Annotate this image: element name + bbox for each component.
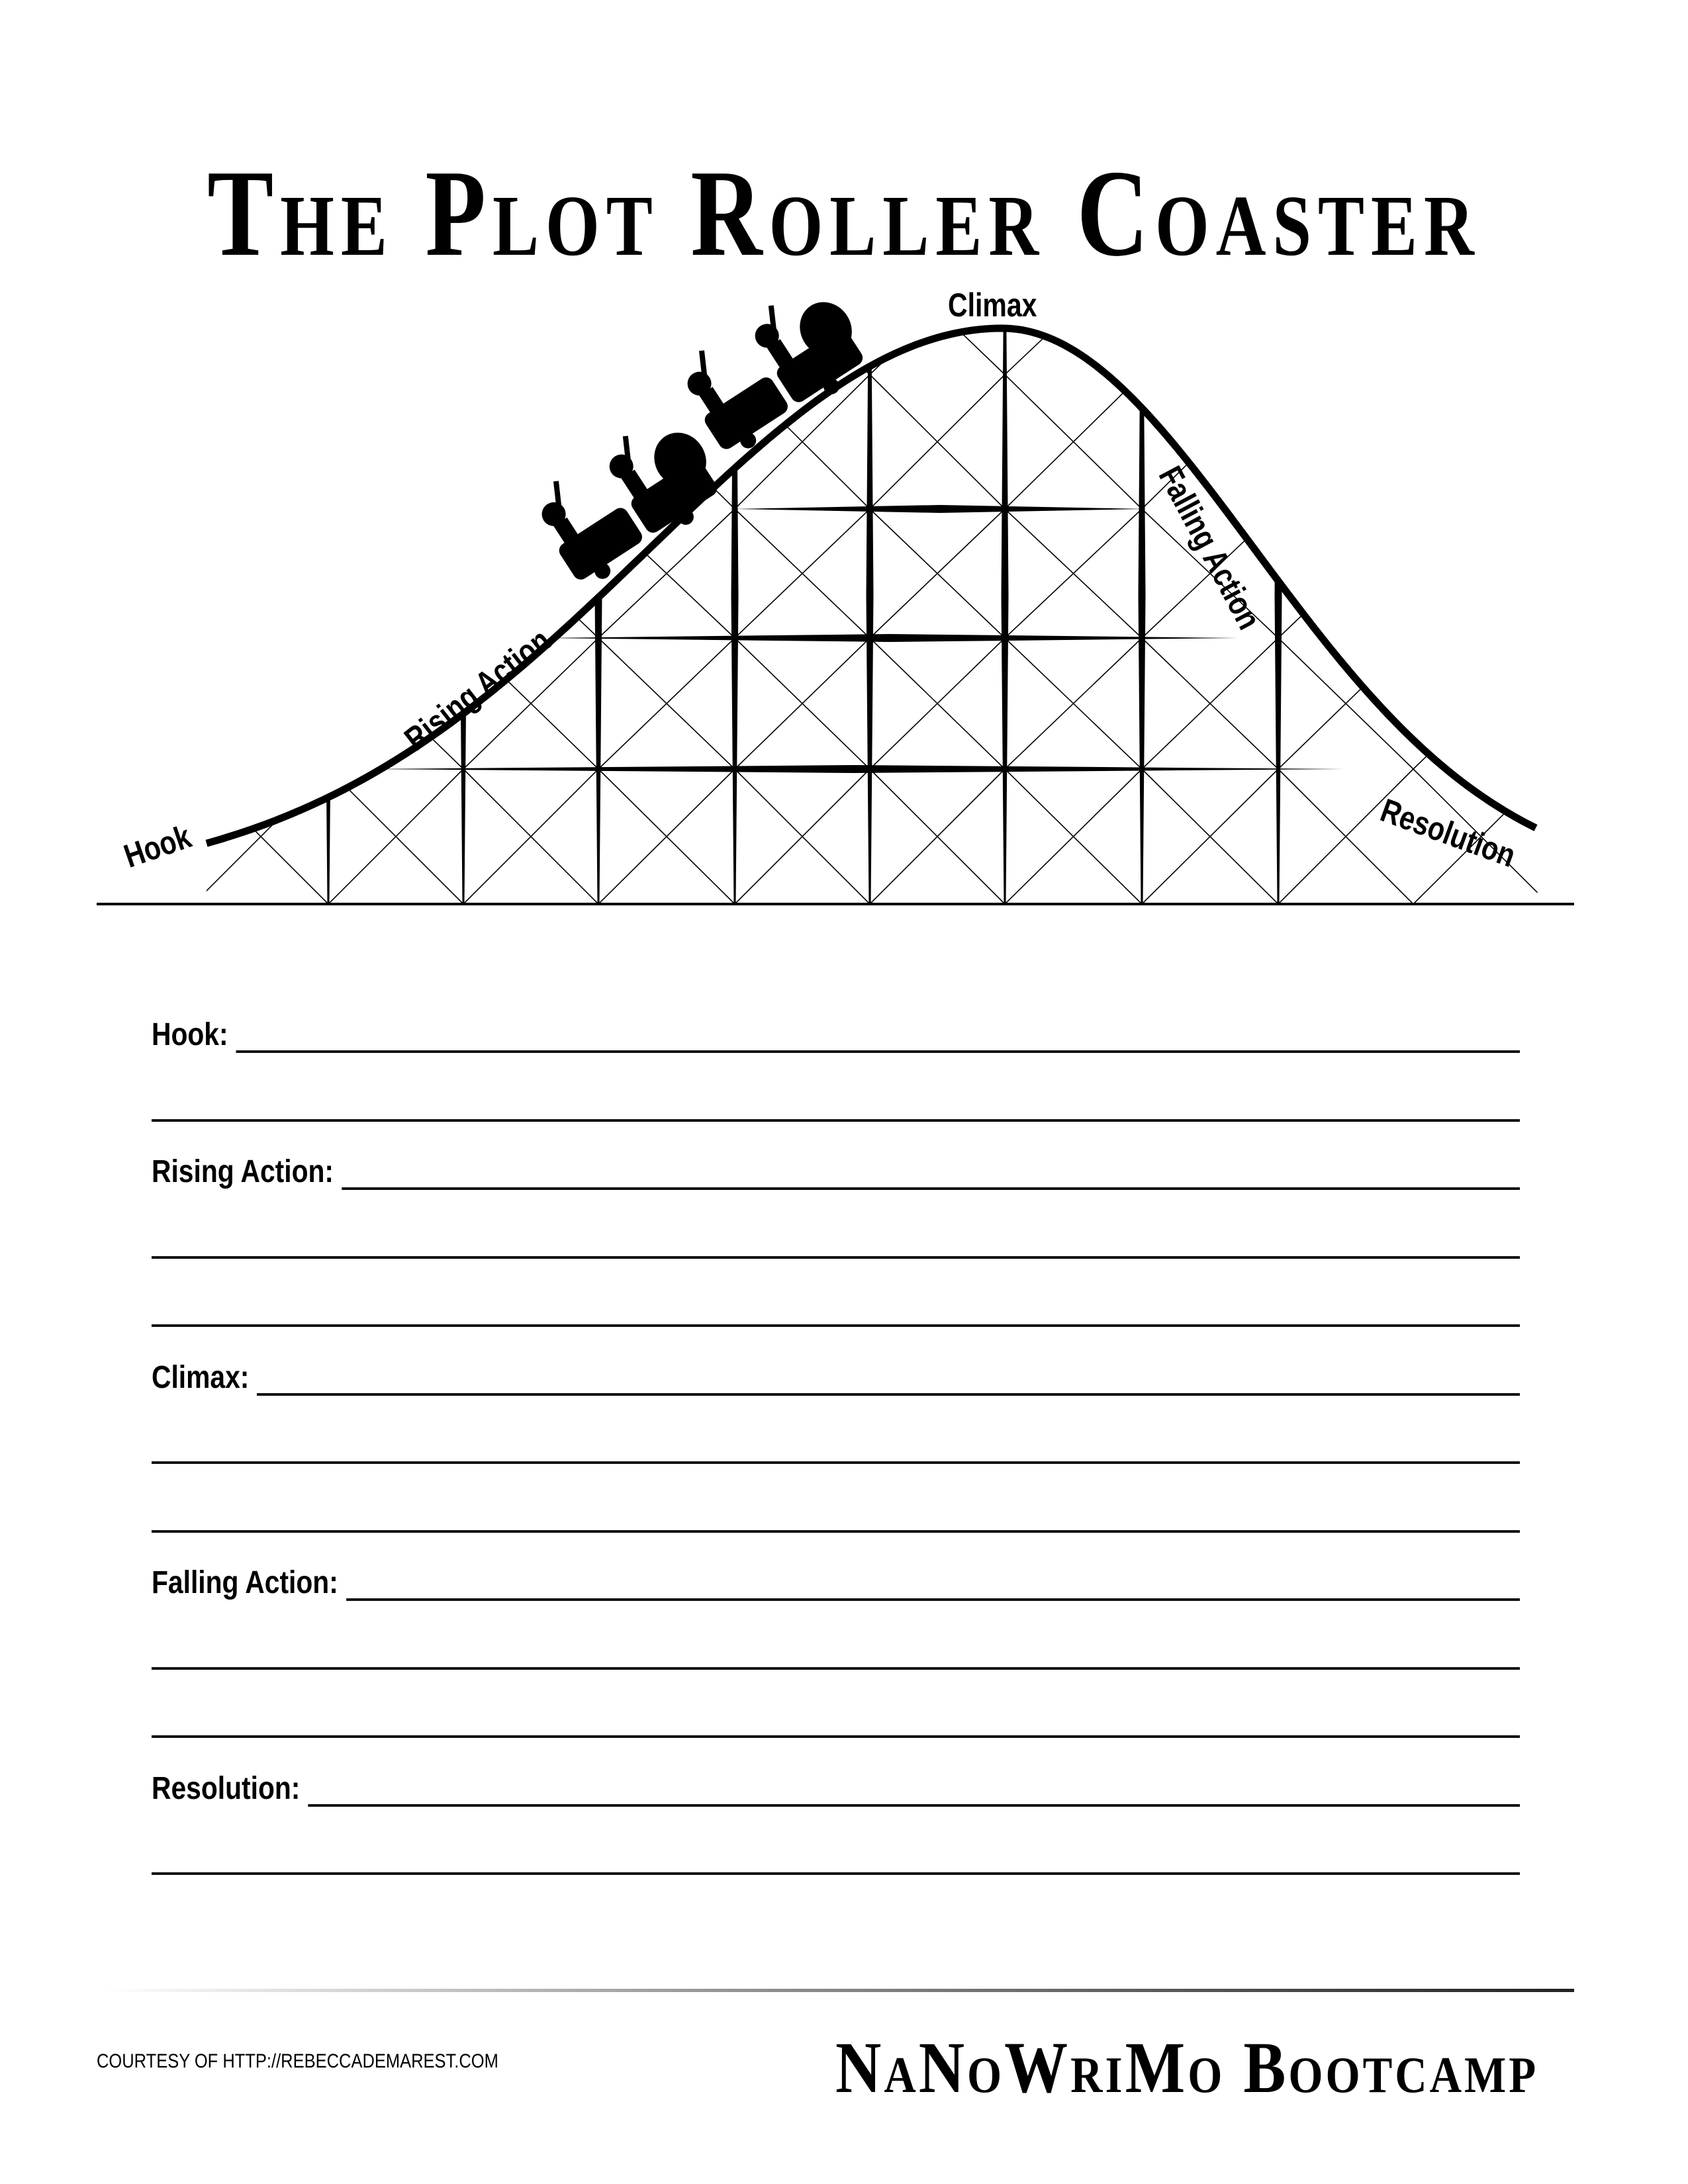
field-label: Hook:: [152, 1017, 236, 1053]
cross-brace: [869, 374, 1006, 510]
writing-line: [152, 1735, 1520, 1738]
cross-brace: [207, 374, 329, 510]
page-title: The Plot Roller Coaster: [207, 144, 1481, 283]
writing-line: [152, 1872, 1520, 1875]
cross-brace: [463, 328, 599, 375]
cross-brace: [328, 328, 464, 375]
field-label: Climax:: [152, 1359, 258, 1396]
writing-line: [152, 1119, 1520, 1122]
writing-line: [152, 1804, 1520, 1807]
support-post: [459, 328, 467, 904]
cross-brace: [1413, 508, 1538, 639]
cross-brace: [1278, 374, 1414, 510]
cross-brace: [1004, 637, 1143, 770]
writing-line: [152, 1050, 1520, 1053]
cross-brace: [869, 768, 1006, 904]
cross-brace: [1278, 328, 1414, 375]
coaster-lattice: [207, 328, 1538, 904]
horizontal-beam: [543, 634, 1238, 642]
cross-brace: [207, 508, 329, 639]
cross-brace: [1004, 508, 1143, 639]
cross-brace: [463, 768, 599, 904]
cross-brace: [598, 328, 735, 375]
cross-brace: [207, 637, 329, 770]
cross-brace: [207, 374, 329, 510]
cross-brace: [1278, 768, 1414, 904]
cross-brace: [1278, 328, 1414, 375]
writing-line: [152, 1256, 1520, 1259]
cross-brace: [1413, 768, 1538, 904]
field-label: Resolution:: [152, 1770, 308, 1807]
cross-brace: [869, 637, 1006, 770]
cross-brace: [207, 328, 329, 375]
footer-divider: [103, 1989, 1574, 1992]
support-post: [866, 328, 874, 904]
cross-brace: [328, 508, 464, 639]
cross-brace: [1278, 637, 1414, 770]
cross-brace: [1413, 637, 1538, 770]
writing-line: [152, 1324, 1520, 1327]
cross-brace: [463, 328, 599, 375]
writing-line: [152, 1393, 1520, 1396]
coaster-track: [205, 324, 1538, 847]
cross-brace: [869, 328, 1006, 375]
cross-brace: [1278, 508, 1414, 639]
horizontal-beam: [735, 505, 1145, 513]
coaster-cars: [541, 302, 863, 580]
brand-logo-text: NaNoWriMo Bootcamp: [835, 2026, 1539, 2109]
cross-brace: [1141, 637, 1279, 770]
cross-brace: [1141, 768, 1279, 904]
writing-line: [152, 1667, 1520, 1670]
cross-brace: [463, 374, 599, 510]
cross-brace: [207, 637, 329, 770]
writing-line: [152, 1187, 1520, 1190]
cross-brace: [1004, 768, 1143, 904]
cross-brace: [734, 508, 870, 639]
support-post: [324, 328, 332, 904]
support-post: [1138, 328, 1146, 904]
cross-brace: [1413, 374, 1538, 510]
cross-brace: [1413, 328, 1538, 375]
cross-brace: [734, 768, 870, 904]
cross-brace: [328, 374, 464, 510]
coaster-car-with-riders: [687, 302, 863, 449]
cross-brace: [1004, 374, 1143, 510]
writing-line: [152, 1530, 1520, 1533]
support-post: [1001, 328, 1009, 904]
cross-brace: [598, 768, 735, 904]
cross-brace: [1413, 508, 1538, 639]
cross-brace: [207, 508, 329, 639]
cross-brace: [328, 374, 464, 510]
cross-brace: [1278, 374, 1414, 510]
roller-coaster-diagram: [97, 302, 1574, 905]
cross-brace: [1004, 328, 1143, 375]
cross-brace: [869, 508, 1006, 639]
cross-brace: [1413, 374, 1538, 510]
field-label: Falling Action:: [152, 1565, 346, 1601]
cross-brace: [734, 637, 870, 770]
cross-brace: [1141, 508, 1279, 639]
label-climax: Climax: [948, 287, 1037, 324]
support-post: [731, 328, 739, 904]
cross-brace: [598, 637, 735, 770]
cross-brace: [328, 768, 464, 904]
courtesy-text: COURTESY OF HTTP://REBECCADEMAREST.COM: [97, 2050, 498, 2072]
writing-line: [152, 1461, 1520, 1464]
cross-brace: [1141, 328, 1279, 375]
cross-brace: [1413, 637, 1538, 770]
writing-line: [152, 1598, 1520, 1601]
cross-brace: [598, 328, 735, 375]
horizontal-beam: [365, 765, 1344, 773]
cross-brace: [1413, 328, 1538, 375]
cross-brace: [207, 328, 329, 375]
cross-brace: [328, 508, 464, 639]
cross-brace: [463, 374, 599, 510]
field-label: Rising Action:: [152, 1154, 342, 1190]
cross-brace: [1141, 328, 1279, 375]
cross-brace: [328, 328, 464, 375]
coaster-car-with-riders: [541, 432, 718, 580]
